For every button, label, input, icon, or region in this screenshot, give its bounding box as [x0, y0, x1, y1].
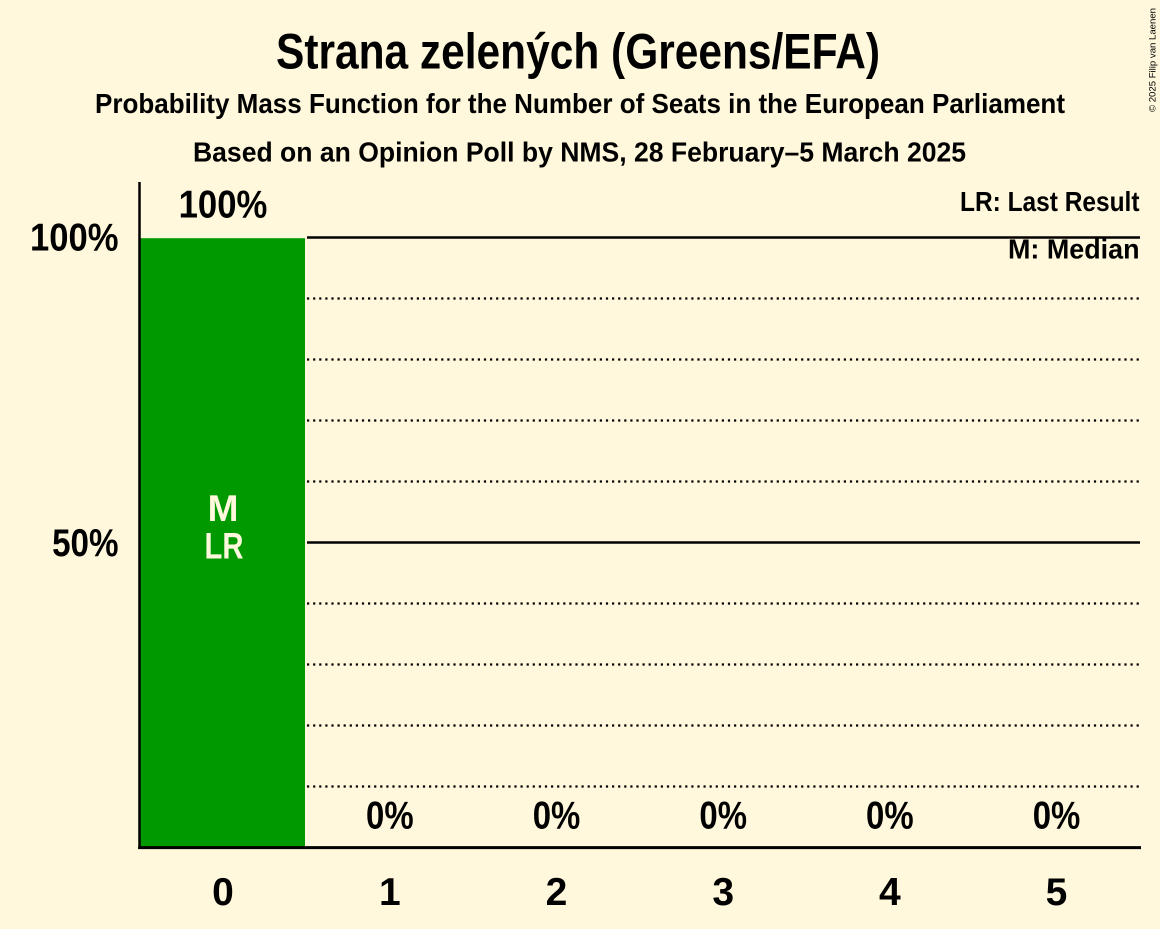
svg-text:Probability Mass Function for: Probability Mass Function for the Number… — [95, 88, 1065, 119]
svg-text:4: 4 — [879, 871, 901, 914]
svg-text:0%: 0% — [533, 794, 581, 837]
svg-text:M: M — [208, 488, 239, 529]
svg-text:100%: 100% — [179, 184, 268, 227]
svg-text:2: 2 — [546, 871, 568, 914]
svg-text:0%: 0% — [699, 794, 747, 837]
svg-text:5: 5 — [1046, 871, 1068, 914]
svg-text:3: 3 — [712, 871, 734, 914]
svg-text:Strana zelených (Greens/EFA): Strana zelených (Greens/EFA) — [276, 24, 880, 80]
svg-text:© 2025 Filip van Laenen: © 2025 Filip van Laenen — [1147, 8, 1158, 112]
svg-text:100%: 100% — [30, 217, 119, 260]
svg-text:Based on an Opinion Poll by NM: Based on an Opinion Poll by NMS, 28 Febr… — [193, 137, 966, 168]
svg-text:LR: LR — [205, 526, 244, 567]
svg-text:1: 1 — [379, 871, 401, 914]
svg-text:0%: 0% — [1033, 794, 1081, 837]
svg-text:LR: Last Result: LR: Last Result — [960, 186, 1140, 217]
svg-text:0%: 0% — [366, 794, 414, 837]
svg-text:50%: 50% — [52, 522, 118, 565]
svg-text:M: Median: M: Median — [1008, 234, 1140, 265]
svg-text:0: 0 — [212, 871, 234, 914]
svg-text:0%: 0% — [866, 794, 914, 837]
